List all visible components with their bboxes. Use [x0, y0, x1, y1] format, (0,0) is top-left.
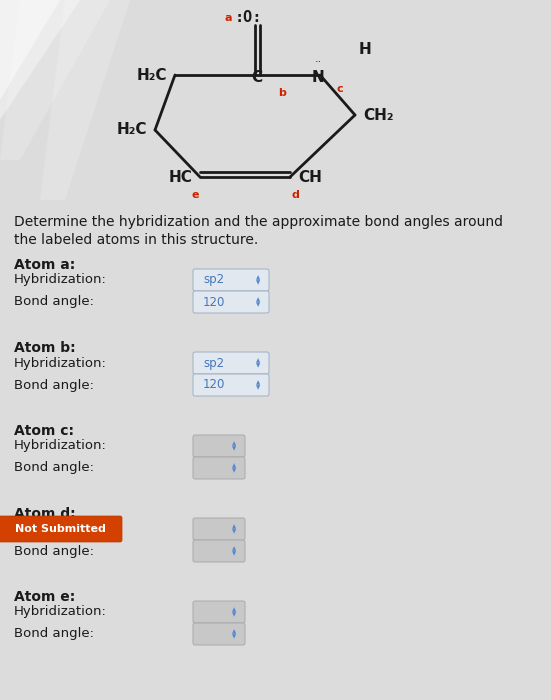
Polygon shape — [0, 0, 110, 160]
Text: Bond angle:: Bond angle: — [14, 627, 94, 640]
Text: HC: HC — [168, 169, 192, 185]
Text: ▲: ▲ — [232, 547, 236, 552]
Text: e: e — [191, 190, 199, 200]
Text: a: a — [224, 13, 232, 23]
Text: ▼: ▼ — [256, 302, 260, 307]
Text: ▲: ▲ — [232, 608, 236, 612]
Text: ··: ·· — [315, 57, 322, 67]
FancyBboxPatch shape — [193, 457, 245, 479]
Text: CH₂: CH₂ — [363, 108, 393, 122]
Text: Atom c:: Atom c: — [14, 424, 74, 438]
FancyBboxPatch shape — [193, 601, 245, 623]
Text: the labeled atoms in this structure.: the labeled atoms in this structure. — [14, 233, 258, 247]
Text: Determine the hybridization and the approximate bond angles around: Determine the hybridization and the appr… — [14, 215, 503, 229]
FancyBboxPatch shape — [193, 352, 269, 374]
Text: ▼: ▼ — [232, 447, 236, 452]
Text: Atom b:: Atom b: — [14, 341, 75, 355]
Text: ▼: ▼ — [232, 552, 236, 556]
Text: H₂C: H₂C — [137, 67, 167, 83]
Text: Bond angle:: Bond angle: — [14, 545, 94, 557]
Text: c: c — [337, 84, 343, 94]
Text: ▲: ▲ — [232, 442, 236, 447]
Text: ▼: ▼ — [232, 612, 236, 617]
FancyBboxPatch shape — [193, 623, 245, 645]
Text: 120: 120 — [203, 295, 225, 309]
Text: Hybridization:: Hybridization: — [14, 356, 107, 370]
Text: :O:: :O: — [235, 10, 262, 25]
Text: ▲: ▲ — [256, 298, 260, 302]
Text: N: N — [312, 69, 325, 85]
FancyBboxPatch shape — [193, 435, 245, 457]
Text: Hybridization:: Hybridization: — [14, 522, 107, 536]
Text: ▼: ▼ — [232, 634, 236, 640]
Text: b: b — [278, 88, 286, 98]
Text: d: d — [291, 190, 299, 200]
Text: Bond angle:: Bond angle: — [14, 295, 94, 309]
FancyBboxPatch shape — [193, 374, 269, 396]
Text: H₂C: H₂C — [116, 122, 147, 137]
Text: Not Submitted: Not Submitted — [14, 524, 105, 534]
Text: Atom d:: Atom d: — [14, 507, 75, 521]
Polygon shape — [0, 0, 60, 100]
Text: sp2: sp2 — [203, 274, 224, 286]
Text: ▼: ▼ — [256, 386, 260, 391]
Text: Hybridization:: Hybridization: — [14, 274, 107, 286]
FancyBboxPatch shape — [0, 516, 122, 542]
Text: 120: 120 — [203, 379, 225, 391]
Text: Atom a:: Atom a: — [14, 258, 75, 272]
Text: ▼: ▼ — [256, 363, 260, 368]
Text: ▼: ▼ — [256, 281, 260, 286]
FancyBboxPatch shape — [193, 518, 245, 540]
Text: ▲: ▲ — [232, 524, 236, 529]
Text: ▼: ▼ — [232, 468, 236, 473]
Text: ▼: ▼ — [232, 529, 236, 535]
Text: sp2: sp2 — [203, 356, 224, 370]
Text: Hybridization:: Hybridization: — [14, 440, 107, 452]
Polygon shape — [40, 0, 130, 200]
FancyBboxPatch shape — [193, 540, 245, 562]
Text: Bond angle:: Bond angle: — [14, 461, 94, 475]
Polygon shape — [0, 0, 80, 120]
Text: ▲: ▲ — [256, 276, 260, 281]
Text: ▲: ▲ — [256, 358, 260, 363]
Text: CH: CH — [298, 169, 322, 185]
FancyBboxPatch shape — [193, 291, 269, 313]
Text: ▲: ▲ — [256, 381, 260, 386]
Text: H: H — [359, 43, 371, 57]
Text: ▲: ▲ — [232, 463, 236, 468]
FancyBboxPatch shape — [193, 269, 269, 291]
Text: C: C — [251, 69, 263, 85]
Text: Atom e:: Atom e: — [14, 590, 75, 604]
Text: Bond angle:: Bond angle: — [14, 379, 94, 391]
Text: Hybridization:: Hybridization: — [14, 606, 107, 619]
Text: ▲: ▲ — [232, 629, 236, 634]
